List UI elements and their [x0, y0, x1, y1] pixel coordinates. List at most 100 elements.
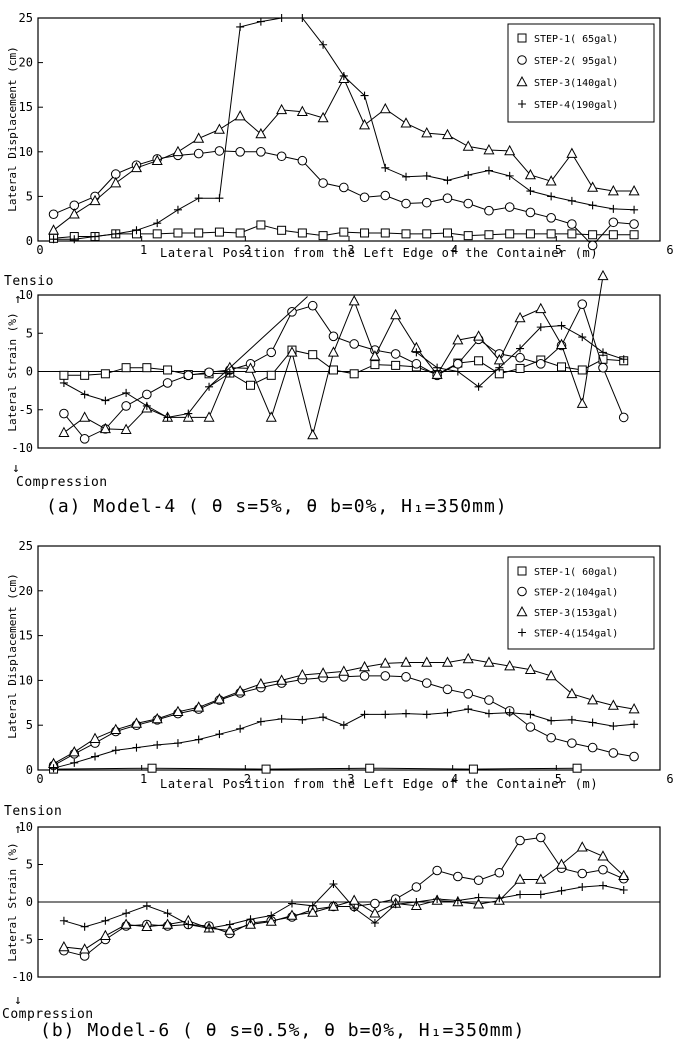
data-point [286, 909, 298, 920]
data-point [256, 17, 265, 26]
data-point [307, 906, 319, 917]
data-point [608, 217, 619, 228]
x-tick-label: 5 [555, 243, 562, 257]
legend-label: STEP-1( 65gal) [534, 34, 618, 45]
data-point [588, 201, 597, 210]
y-tick-label: -10 [11, 970, 33, 984]
y-tick-label: 10 [19, 288, 33, 302]
data-point [370, 360, 380, 370]
data-point [545, 669, 557, 681]
data-point [369, 350, 381, 361]
data-point [121, 363, 131, 373]
data-point [474, 356, 484, 366]
data-point [359, 118, 371, 130]
data-point [463, 231, 473, 241]
tension-arrow-b: ↑ [14, 822, 22, 837]
y-axis-label: Lateral Displacement (cm) [6, 573, 19, 739]
y-tick-label: -5 [19, 933, 33, 947]
y-axis-label: Lateral Strain (%) [6, 312, 19, 431]
series-line [63, 836, 624, 957]
data-point [80, 390, 89, 399]
legend-label: STEP-2( 95gal) [534, 56, 618, 67]
data-point [464, 705, 473, 714]
x-tick-label: 2 [244, 772, 251, 786]
data-point [319, 40, 328, 49]
series-square [49, 763, 582, 774]
data-point [49, 235, 58, 244]
data-point [110, 723, 122, 734]
compression-label-b: Compression [2, 1007, 94, 1022]
data-point [473, 875, 484, 886]
data-point [246, 380, 256, 390]
data-point [162, 918, 174, 929]
data-point [422, 710, 431, 719]
data-point [350, 904, 359, 912]
data-point [49, 764, 58, 773]
series-plus [49, 14, 639, 244]
data-point [557, 362, 567, 372]
y-tick-label: 20 [19, 56, 33, 70]
y-tick-label: 0 [26, 763, 33, 777]
data-point [70, 758, 79, 767]
data-point [526, 710, 535, 719]
data-point [297, 155, 308, 166]
data-point [370, 919, 379, 927]
data-point [380, 671, 391, 681]
data-point [391, 900, 400, 909]
data-point [628, 184, 640, 196]
data-point [525, 722, 536, 732]
caption-b: (b) Model-6 ( θ s=0.5%, θ b=0%, H₁=350mm… [40, 1020, 525, 1040]
data-point [193, 701, 205, 712]
legend-label: STEP-4(154gal) [534, 629, 618, 640]
data-point [442, 193, 453, 203]
data-point [59, 378, 68, 387]
legend: STEP-1( 60gal) STEP-2(104gal) STEP-3(153ga… [507, 556, 655, 650]
data-point [317, 111, 329, 123]
data-point [535, 832, 546, 843]
compression-label-a: Compression [16, 475, 108, 490]
x-tick-label: 4 [451, 243, 458, 257]
data-point [70, 235, 79, 244]
data-point [577, 868, 588, 879]
data-point [566, 147, 578, 158]
data-point [578, 883, 587, 891]
data-point [339, 227, 349, 237]
data-point [504, 144, 516, 156]
data-point [390, 349, 401, 359]
data-point [629, 219, 639, 229]
legend-box [507, 23, 655, 123]
data-point [286, 346, 298, 357]
data-point [535, 359, 546, 369]
data-point [587, 181, 599, 192]
y-tick-label: 0 [26, 234, 33, 248]
data-point [319, 713, 328, 722]
data-point [484, 709, 493, 718]
data-point [516, 890, 525, 899]
data-point [422, 229, 432, 239]
data-point [349, 339, 359, 349]
data-point [495, 363, 504, 372]
data-point [339, 182, 349, 193]
data-point [588, 718, 597, 727]
data-point [163, 413, 172, 422]
data-point [557, 886, 566, 895]
data-point [142, 901, 151, 910]
data-point [235, 147, 245, 157]
legend-marker [516, 75, 528, 87]
data-point [59, 370, 69, 380]
data-point [432, 865, 442, 876]
data-point [443, 708, 452, 717]
data-point [261, 764, 271, 774]
data-point [483, 656, 495, 667]
data-point [359, 671, 370, 681]
series-line [53, 767, 578, 770]
data-point [525, 229, 535, 239]
x-tick-label: 3 [347, 243, 354, 257]
data-point [555, 858, 568, 869]
data-point [236, 22, 245, 31]
data-point [308, 901, 317, 910]
data-point [318, 231, 328, 241]
data-point [307, 300, 318, 311]
y-tick-label: 10 [19, 145, 33, 159]
